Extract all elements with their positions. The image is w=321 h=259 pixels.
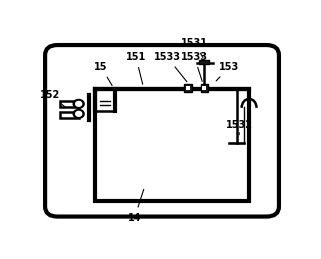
Bar bbox=[201, 84, 208, 92]
Text: 1533: 1533 bbox=[181, 52, 208, 81]
Text: 1532: 1532 bbox=[226, 120, 253, 135]
Text: 1533: 1533 bbox=[153, 52, 187, 82]
Bar bbox=[199, 60, 209, 64]
Text: 14: 14 bbox=[128, 189, 144, 222]
Bar bbox=[60, 112, 79, 118]
Bar bbox=[184, 84, 192, 92]
Bar bbox=[60, 101, 79, 107]
Text: 1531: 1531 bbox=[181, 38, 208, 57]
Circle shape bbox=[76, 102, 82, 106]
Circle shape bbox=[73, 110, 84, 118]
Text: 153: 153 bbox=[216, 62, 239, 81]
FancyBboxPatch shape bbox=[45, 45, 279, 217]
Text: 152: 152 bbox=[40, 90, 65, 107]
Circle shape bbox=[76, 111, 82, 116]
Bar bbox=[95, 89, 249, 200]
Text: 151: 151 bbox=[126, 52, 146, 84]
Bar bbox=[203, 86, 206, 90]
Circle shape bbox=[73, 99, 84, 108]
Bar bbox=[186, 86, 190, 90]
Text: 15: 15 bbox=[94, 62, 112, 85]
